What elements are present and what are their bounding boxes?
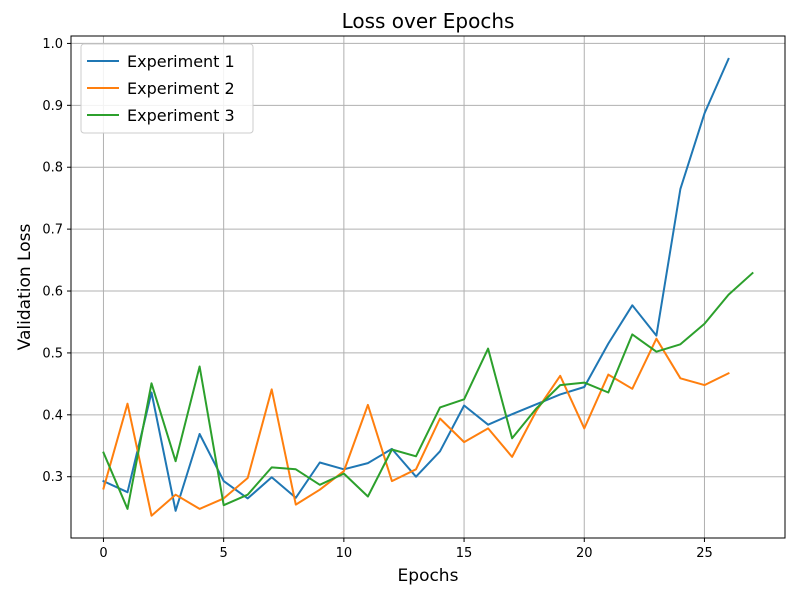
y-tick-label: 1.0 bbox=[42, 37, 63, 52]
legend-box bbox=[80, 43, 254, 134]
x-tick-label: 5 bbox=[220, 546, 228, 561]
x-tick-label: 25 bbox=[696, 546, 713, 561]
series-line-experiment-2 bbox=[102, 337, 730, 517]
x-tick-label: 0 bbox=[99, 546, 107, 561]
series-line-experiment-3 bbox=[102, 271, 754, 510]
x-tick-label: 10 bbox=[336, 546, 353, 561]
y-tick-label: 0.8 bbox=[42, 161, 63, 176]
legend-label-experiment-2: Experiment 2 bbox=[127, 79, 235, 98]
y-axis-label: Validation Loss bbox=[15, 224, 35, 351]
legend: Experiment 1 Experiment 2 Experiment 3 bbox=[80, 43, 254, 134]
series-lines bbox=[102, 57, 754, 517]
legend-label-experiment-1: Experiment 1 bbox=[127, 52, 235, 71]
plot-frame bbox=[70, 35, 786, 539]
x-axis-label: Epochs bbox=[398, 566, 459, 586]
y-tick-label: 0.6 bbox=[42, 285, 63, 300]
y-tick-label: 0.4 bbox=[42, 408, 63, 423]
chart-title: Loss over Epochs bbox=[342, 9, 515, 33]
legend-label-experiment-3: Experiment 3 bbox=[127, 106, 235, 125]
y-tick-label: 0.7 bbox=[42, 223, 63, 238]
series-line-experiment-1 bbox=[102, 57, 730, 512]
x-tick-label: 20 bbox=[576, 546, 593, 561]
y-tick-label: 0.9 bbox=[42, 99, 63, 114]
x-tick-label: 15 bbox=[456, 546, 473, 561]
y-tick-label: 0.5 bbox=[42, 346, 63, 361]
y-tick-label: 0.3 bbox=[42, 470, 63, 485]
grid bbox=[71, 36, 785, 538]
axis-ticks: 0 5 10 15 20 25 0.3 0.4 0.5 0.6 0.7 0.8 0.9 1.0 bbox=[42, 37, 712, 561]
